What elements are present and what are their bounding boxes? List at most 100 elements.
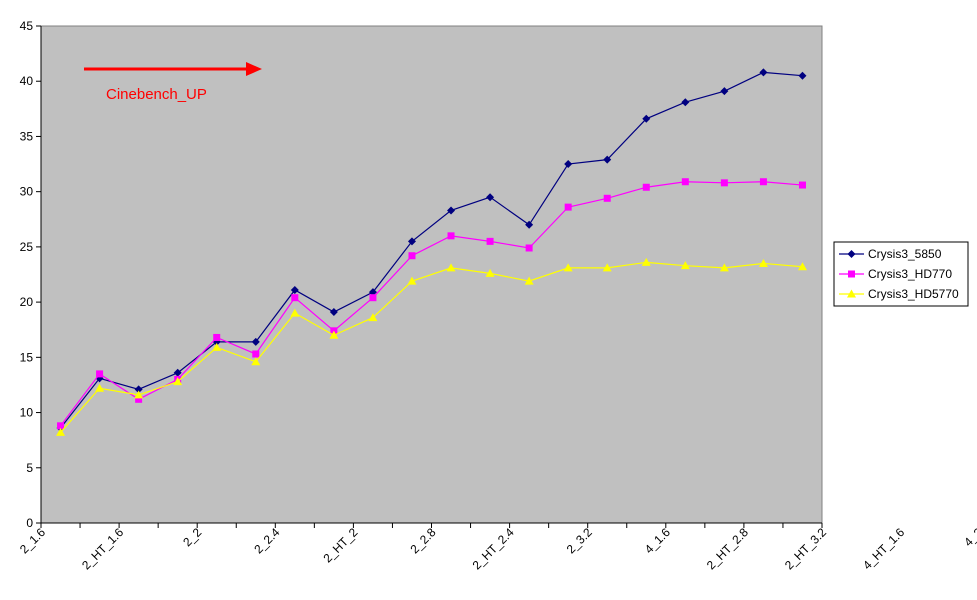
legend-swatch-marker [847,289,856,298]
data-point [407,237,416,246]
series-Crysis3_HD5770 [56,257,807,436]
data-point [368,313,378,322]
y-tick-label: 40 [20,74,34,88]
data-point [213,333,221,341]
legend-swatch-marker [848,270,855,278]
data-point [408,252,416,260]
series-layer [56,68,807,436]
data-point [797,262,807,271]
x-tick-label: 2_HT_2.8 [704,525,751,572]
y-axis: 0 5 10 15 20 25 30 35 40 45 [20,19,42,530]
data-point [563,263,573,272]
data-point [642,183,650,191]
legend-item: Crysis3_HD770 [839,267,952,281]
data-point [56,427,66,436]
data-point [524,276,534,285]
y-tick-label: 35 [20,129,34,143]
data-point [134,390,144,399]
data-point [291,294,299,302]
series-line [60,181,803,427]
data-point [603,194,611,202]
data-point [681,98,690,107]
data-point [720,87,729,96]
data-point [135,395,143,403]
data-point [719,263,729,272]
x-tick-label: 2_2.4 [251,525,282,556]
data-point [368,288,377,297]
y-tick-label: 5 [26,461,33,475]
x-tick-label: 4_2 [961,525,977,549]
legend-items: Crysis3_5850 Crysis3_HD770 Crysis3_HD5770 [839,247,959,301]
data-point [564,160,573,169]
x-tick-label: 4_1.6 [642,525,673,556]
data-point [680,261,690,270]
series-line [60,261,803,433]
y-tick-label: 10 [20,406,34,420]
y-tick-label: 15 [20,350,34,364]
data-point [290,285,299,294]
x-axis: 2_1.6 2_HT_1.6 2_2 2_2.4 2_HT_2 2_2.8 2_HT_2.4… [17,522,977,572]
legend-item: Crysis3_HD5770 [839,287,959,301]
legend-label: Crysis3_HD770 [868,267,952,281]
y-tick-label: 45 [20,19,34,33]
data-point [329,308,338,317]
x-tick-label: 2_2.8 [407,525,438,556]
data-point [720,179,728,187]
annotation: Cinebench_UP [84,62,262,103]
data-point [95,383,105,392]
x-tick-label: 2_HT_2.4 [470,525,517,572]
x-tick-label: 2_3.2 [564,525,595,556]
data-point [251,337,260,346]
data-point [447,232,455,240]
data-point [486,237,494,245]
data-point [329,330,339,339]
data-point [486,193,495,202]
x-tick-label: 2_HT_1.6 [79,525,126,572]
data-point [564,203,572,211]
annotation-text: Cinebench_UP [106,86,207,103]
data-point [758,258,768,267]
y-tick-label: 30 [20,185,34,199]
data-point [759,68,768,77]
data-point [525,220,534,229]
data-point [681,178,689,186]
legend-label: Crysis3_HD5770 [868,287,959,301]
y-tick-label: 20 [20,295,34,309]
y-tick-label: 25 [20,240,34,254]
data-point [134,385,143,394]
data-point [173,368,182,377]
series-Crysis3_HD770 [57,178,806,430]
data-point [407,276,417,285]
data-point [602,263,612,272]
data-point [290,308,300,317]
data-point [252,350,260,358]
data-point [485,268,495,277]
series-line [60,71,803,429]
data-point [212,342,222,351]
data-point [251,357,261,366]
data-point [57,422,65,430]
data-point [798,181,806,189]
data-point [369,294,377,302]
data-point [603,155,612,164]
data-point [446,263,456,272]
x-tick-label: 2_1.6 [17,525,48,556]
legend-item: Crysis3_5850 [839,247,942,261]
data-point [641,257,651,266]
data-point [642,114,651,123]
data-point [759,178,767,186]
y-tick-label: 0 [26,516,33,530]
x-tick-label: 2_HT_2 [320,525,360,565]
data-point [798,71,807,80]
x-tick-label: 2_HT_3.2 [782,525,829,572]
data-point [447,206,456,215]
data-point [96,370,104,378]
data-point [173,377,183,386]
data-point [525,244,533,252]
legend-label: Crysis3_5850 [868,247,942,261]
x-tick-label: 4_HT_1.6 [860,525,907,572]
x-tick-label: 2_2 [180,525,204,549]
legend-swatch-marker [847,250,856,258]
legend: Crysis3_5850 Crysis3_HD770 Crysis3_HD5770 [833,241,969,307]
